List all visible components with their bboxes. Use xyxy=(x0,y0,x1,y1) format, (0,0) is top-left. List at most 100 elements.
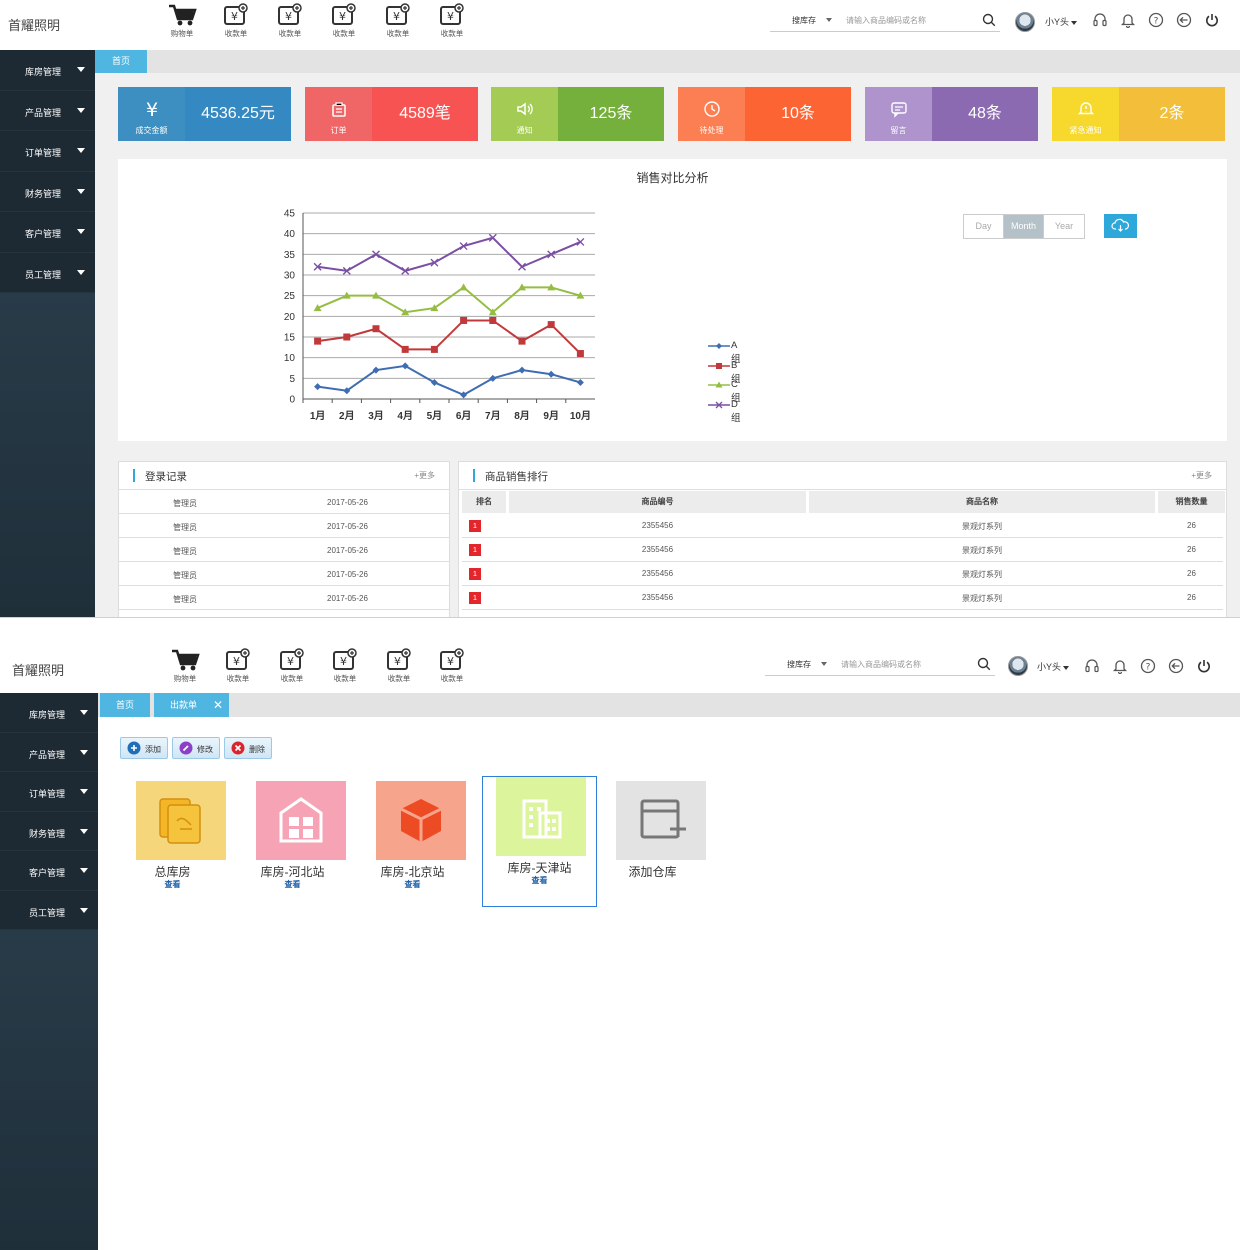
quick-link-label: 购物单 xyxy=(173,674,197,683)
receipt-icon: ¥ xyxy=(278,3,302,25)
quick-link-receipt-3[interactable]: ¥ 收款单 xyxy=(324,3,364,39)
tab-label: 出款单 xyxy=(170,700,198,710)
stat-card-pending[interactable]: 待处理 10条 xyxy=(678,87,851,141)
quick-link-receipt-2[interactable]: ¥ 收款单 xyxy=(272,648,312,684)
log-date: 2017-05-26 xyxy=(327,570,368,579)
sidebar-item-products[interactable]: 产品管理 xyxy=(0,732,98,772)
cloud-download-icon xyxy=(1111,218,1130,232)
avatar[interactable] xyxy=(1015,12,1035,32)
warehouse-view-link[interactable]: 查看 xyxy=(404,880,421,889)
quick-link-cart[interactable]: 购物单 xyxy=(165,648,205,684)
quick-link-label: 收款单 xyxy=(387,674,411,683)
search-icon[interactable] xyxy=(982,13,996,27)
svg-text:¥: ¥ xyxy=(394,655,401,668)
y-tick-label: 20 xyxy=(284,312,296,323)
stat-card-urgent[interactable]: 紧急通知 2条 xyxy=(1052,87,1225,141)
quick-link-receipt-4[interactable]: ¥ 收款单 xyxy=(379,648,419,684)
data-point xyxy=(401,308,410,316)
warehouse-card-beijing[interactable]: 库房-北京站 查看 xyxy=(355,781,470,911)
product-code: 2355456 xyxy=(641,545,674,554)
sidebar-item-orders[interactable]: 订单管理 xyxy=(0,131,95,172)
chevron-down-icon xyxy=(77,188,85,194)
user-menu[interactable]: 小Y头 xyxy=(1037,660,1070,673)
warehouse-card-tianjin[interactable]: 库房-天津站 查看 xyxy=(482,776,597,907)
search-scope-select[interactable]: 搜库存 xyxy=(787,660,811,669)
search-input[interactable] xyxy=(846,13,976,27)
data-point xyxy=(518,337,526,345)
column-header[interactable]: 商品名称 xyxy=(809,491,1155,513)
quick-link-receipt-5[interactable]: ¥ 收款单 xyxy=(432,3,472,39)
tab-home[interactable]: 首页 xyxy=(95,50,147,73)
sidebar-item-staff[interactable]: 员工管理 xyxy=(0,890,98,930)
warehouse-card-hebei[interactable]: 库房-河北站 查看 xyxy=(235,781,350,911)
sidebar-item-finance[interactable]: 财务管理 xyxy=(0,171,95,212)
sidebar-item-staff[interactable]: 员工管理 xyxy=(0,252,95,293)
quick-link-receipt-1[interactable]: ¥ 收款单 xyxy=(216,3,256,39)
search-input[interactable] xyxy=(841,657,971,671)
cloud-download-button[interactable] xyxy=(1104,214,1137,238)
stat-card-notices[interactable]: 通知 125条 xyxy=(491,87,664,141)
quick-link-receipt-2[interactable]: ¥ 收款单 xyxy=(270,3,310,39)
sidebar-item-warehouse[interactable]: 库房管理 xyxy=(0,50,95,91)
bell-icon[interactable] xyxy=(1112,658,1128,674)
warehouse-card-main[interactable]: 总库房 查看 xyxy=(115,781,230,911)
avatar[interactable] xyxy=(1008,656,1028,676)
warehouse-view-link[interactable]: 查看 xyxy=(164,880,181,889)
column-header[interactable]: 销售数量 xyxy=(1158,491,1225,513)
stat-card-amount[interactable]: ¥ 成交金额 4536.25元 xyxy=(118,87,291,141)
quick-link-cart[interactable]: 购物单 xyxy=(162,3,202,39)
sidebar-item-customers[interactable]: 客户管理 xyxy=(0,212,95,253)
column-header[interactable]: 商品编号 xyxy=(509,491,806,513)
quick-link-receipt-4[interactable]: ¥ 收款单 xyxy=(378,3,418,39)
login-log-more-link[interactable]: +更多 xyxy=(414,471,435,480)
power-icon[interactable] xyxy=(1204,12,1220,28)
range-year-button[interactable]: Year xyxy=(1044,215,1084,238)
sidebar-item-orders[interactable]: 订单管理 xyxy=(0,772,98,812)
sidebar-item-warehouse[interactable]: 库房管理 xyxy=(0,693,98,733)
data-point xyxy=(489,374,497,382)
range-day-button[interactable]: Day xyxy=(964,215,1004,238)
sidebar-item-customers[interactable]: 客户管理 xyxy=(0,851,98,891)
user-menu[interactable]: 小Y头 xyxy=(1045,15,1078,28)
svg-text:¥: ¥ xyxy=(146,99,158,119)
sidebar: 库房管理 产品管理 订单管理 财务管理 客户管理 员工管理 xyxy=(0,50,95,617)
stat-card-messages[interactable]: 留言 48条 xyxy=(865,87,1038,141)
column-header[interactable]: 排名 xyxy=(462,491,506,513)
sidebar-item-products[interactable]: 产品管理 xyxy=(0,90,95,131)
sales-rank-more-link[interactable]: +更多 xyxy=(1191,471,1212,480)
add-warehouse-card[interactable]: 添加仓库 xyxy=(595,781,710,911)
add-button[interactable]: 添加 xyxy=(120,737,168,759)
power-icon[interactable] xyxy=(1196,658,1212,674)
headset-icon[interactable] xyxy=(1092,12,1108,28)
search-icon[interactable] xyxy=(977,657,991,671)
stat-card-orders[interactable]: 订单 4589笔 xyxy=(305,87,478,141)
help-icon[interactable]: ? xyxy=(1148,12,1164,28)
legend-label: B组 xyxy=(731,359,741,385)
line-chart: 0 5 10 15 20 25 30 35 40 45 1月 2月 3月 4月 5月 6月 7月 8月 9月 10月 xyxy=(284,209,595,422)
sidebar-item-label: 财务管理 xyxy=(25,188,62,199)
edit-button[interactable]: 修改 xyxy=(172,737,220,759)
close-icon[interactable]: ✕ xyxy=(212,698,223,712)
headset-icon[interactable] xyxy=(1084,658,1100,674)
data-point xyxy=(488,233,497,242)
sales-chart-panel: 销售对比分析 Day Month Year 0 5 10 15 20 25 30 35 40 45… xyxy=(118,159,1227,441)
tab-home[interactable]: 首页 xyxy=(100,693,150,717)
range-month-button[interactable]: Month xyxy=(1004,215,1044,238)
help-icon[interactable]: ? xyxy=(1140,658,1156,674)
quick-link-receipt-3[interactable]: ¥ 收款单 xyxy=(325,648,365,684)
quick-link-receipt-5[interactable]: ¥ 收款单 xyxy=(432,648,472,684)
sidebar-item-finance[interactable]: 财务管理 xyxy=(0,811,98,851)
back-icon[interactable] xyxy=(1168,658,1184,674)
yen-icon: ¥ xyxy=(146,99,158,119)
back-icon[interactable] xyxy=(1176,12,1192,28)
search-scope-select[interactable]: 搜库存 xyxy=(792,16,816,25)
log-date: 2017-05-26 xyxy=(327,594,368,603)
sales-qty: 26 xyxy=(1187,521,1196,530)
warehouse-view-link[interactable]: 查看 xyxy=(284,880,301,889)
tab-payout[interactable]: 出款单 ✕ xyxy=(154,693,229,717)
product-name: 景观灯系列 xyxy=(962,546,1002,555)
quick-link-receipt-1[interactable]: ¥ 收款单 xyxy=(218,648,258,684)
delete-button[interactable]: 删除 xyxy=(224,737,272,759)
bell-icon[interactable] xyxy=(1120,12,1136,28)
warehouse-view-link[interactable]: 查看 xyxy=(531,876,548,885)
